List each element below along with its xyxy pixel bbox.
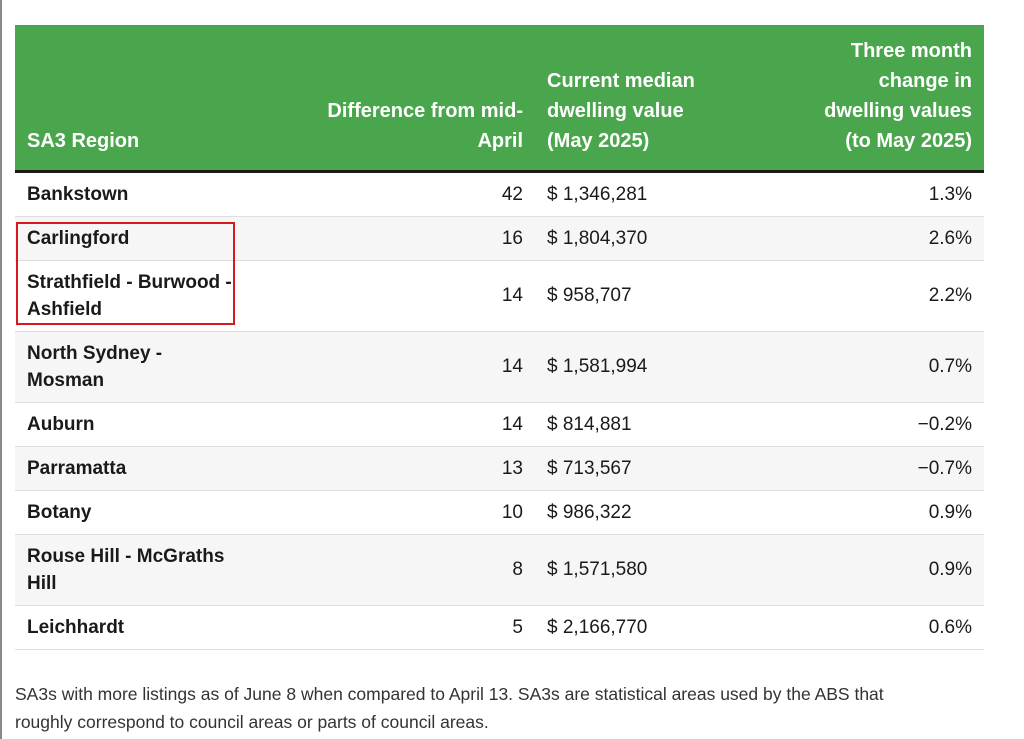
- header-row: SA3 Region Difference from mid- April Cu…: [15, 25, 984, 173]
- median-value-cell: $ 1,804,370: [535, 216, 763, 261]
- difference-cell: 42: [280, 171, 535, 217]
- median-value-cell: $ 1,571,580: [535, 534, 763, 606]
- region-name: Botany: [27, 501, 92, 523]
- median-value-cell: $ 814,881: [535, 402, 763, 447]
- table-footnote: SA3s with more listings as of June 8 whe…: [15, 680, 975, 736]
- region-name-line2: Ashfield: [27, 298, 102, 320]
- header-median-value-line1: Current median: [547, 69, 695, 92]
- change-cell: 2.6%: [763, 216, 984, 261]
- region-name-line1: Strathfield - Burwood -: [27, 271, 232, 293]
- difference-cell: 13: [280, 446, 535, 491]
- listings-table-container: SA3 Region Difference from mid- April Cu…: [15, 25, 984, 650]
- change-cell: 0.9%: [763, 534, 984, 606]
- table-body: Bankstown 42 $ 1,346,281 1.3% Carlingfor…: [15, 171, 984, 650]
- region-name: Parramatta: [27, 457, 127, 479]
- region-name: Auburn: [27, 413, 95, 435]
- header-change-line2: change in: [878, 69, 972, 92]
- median-value-cell: $ 713,567: [535, 446, 763, 491]
- table-header: SA3 Region Difference from mid- April Cu…: [15, 25, 984, 173]
- region-cell: Bankstown: [15, 171, 280, 217]
- table-row: Rouse Hill - McGraths Hill 8 $ 1,571,580 …: [15, 534, 984, 606]
- region-name-line2: Mosman: [27, 369, 105, 391]
- median-value-cell: $ 958,707: [535, 260, 763, 332]
- header-sa3-region: SA3 Region: [15, 25, 280, 173]
- header-change-line3: dwelling values: [824, 99, 972, 122]
- header-median-value-line3: (May 2025): [547, 129, 650, 152]
- median-value-cell: $ 1,581,994: [535, 331, 763, 403]
- table-row: Parramatta 13 $ 713,567 −0.7%: [15, 446, 984, 491]
- region-cell: Auburn: [15, 402, 280, 447]
- footnote-line1: SA3s with more listings as of June 8 whe…: [15, 684, 884, 704]
- difference-cell: 16: [280, 216, 535, 261]
- region-name-line1: Rouse Hill - McGraths: [27, 545, 225, 567]
- region-name: Leichhardt: [27, 616, 125, 638]
- table-row: Botany 10 $ 986,322 0.9%: [15, 490, 984, 535]
- header-difference-line1: Difference from mid-: [327, 99, 523, 122]
- header-difference: Difference from mid- April: [280, 25, 535, 173]
- header-change-line1: Three month: [850, 39, 972, 62]
- header-three-month-change: Three month change in dwelling values (t…: [763, 25, 984, 173]
- table-row: Leichhardt 5 $ 2,166,770 0.6%: [15, 605, 984, 650]
- difference-cell: 8: [280, 534, 535, 606]
- table-row: North Sydney - Mosman 14 $ 1,581,994 0.7%: [15, 331, 984, 403]
- table-row: Bankstown 42 $ 1,346,281 1.3%: [15, 171, 984, 217]
- change-cell: −0.2%: [763, 402, 984, 447]
- listings-table: SA3 Region Difference from mid- April Cu…: [15, 25, 984, 650]
- change-cell: 0.7%: [763, 331, 984, 403]
- median-value-cell: $ 986,322: [535, 490, 763, 535]
- table-row: Strathfield - Burwood - Ashfield 14 $ 958…: [15, 260, 984, 332]
- region-cell: Parramatta: [15, 446, 280, 491]
- region-cell: North Sydney - Mosman: [15, 331, 280, 403]
- region-cell: Carlingford: [15, 216, 280, 261]
- difference-cell: 14: [280, 260, 535, 332]
- difference-cell: 14: [280, 331, 535, 403]
- header-change-line4: (to May 2025): [845, 129, 972, 152]
- region-name: Bankstown: [27, 183, 129, 205]
- page-left-border: [0, 0, 2, 739]
- change-cell: 1.3%: [763, 171, 984, 217]
- region-name: Carlingford: [27, 227, 130, 249]
- table-row: Carlingford 16 $ 1,804,370 2.6%: [15, 216, 984, 261]
- change-cell: −0.7%: [763, 446, 984, 491]
- change-cell: 2.2%: [763, 260, 984, 332]
- table-row: Auburn 14 $ 814,881 −0.2%: [15, 402, 984, 447]
- header-median-value: Current median dwelling value (May 2025): [535, 25, 763, 173]
- region-name-line1: North Sydney -: [27, 342, 163, 364]
- difference-cell: 14: [280, 402, 535, 447]
- region-cell: Botany: [15, 490, 280, 535]
- change-cell: 0.9%: [763, 490, 984, 535]
- median-value-cell: $ 1,346,281: [535, 171, 763, 217]
- region-cell: Leichhardt: [15, 605, 280, 650]
- region-name-line2: Hill: [27, 572, 57, 594]
- header-median-value-line2: dwelling value: [547, 99, 684, 122]
- header-sa3-region-text: SA3 Region: [27, 129, 140, 152]
- median-value-cell: $ 2,166,770: [535, 605, 763, 650]
- header-difference-line2: April: [477, 129, 523, 152]
- footnote-line2: roughly correspond to council areas or p…: [15, 712, 489, 732]
- region-cell: Rouse Hill - McGraths Hill: [15, 534, 280, 606]
- region-cell: Strathfield - Burwood - Ashfield: [15, 260, 280, 332]
- difference-cell: 10: [280, 490, 535, 535]
- difference-cell: 5: [280, 605, 535, 650]
- change-cell: 0.6%: [763, 605, 984, 650]
